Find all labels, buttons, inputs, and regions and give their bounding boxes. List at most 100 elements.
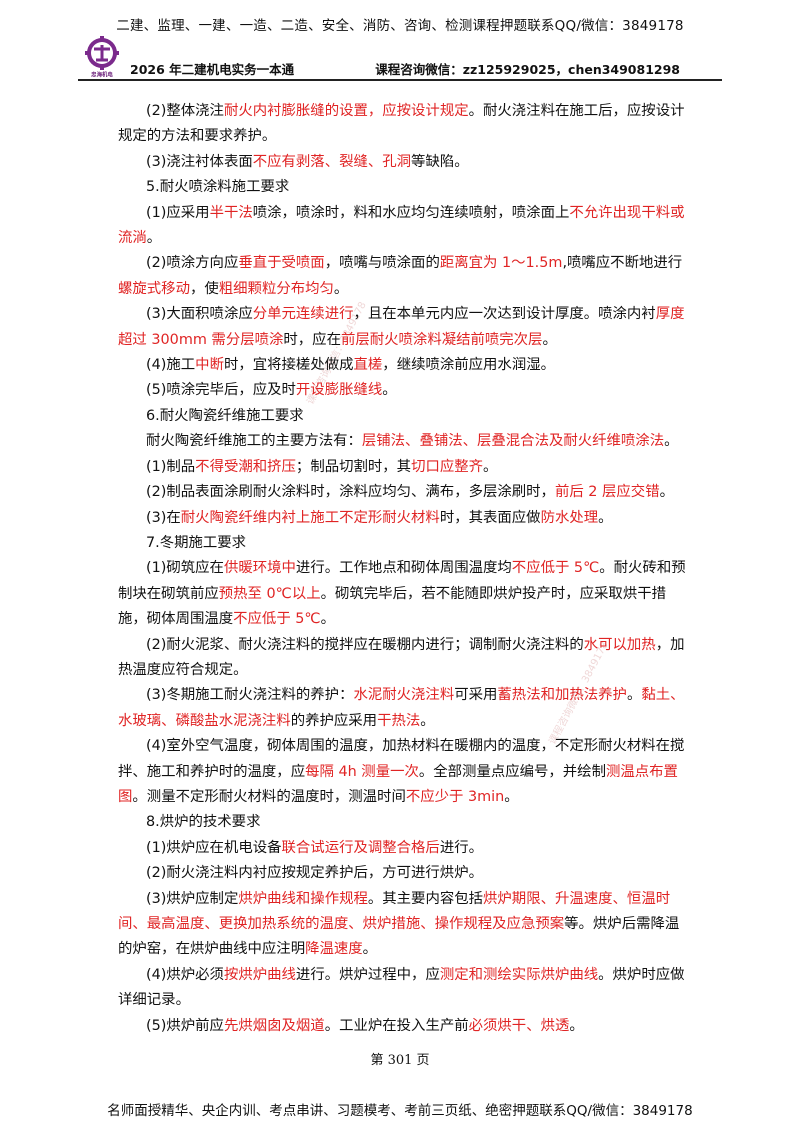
highlighted-text: 厚度超过 300mm 需分层喷涂 — [118, 306, 685, 348]
body-text: 进行。工作地点和砌体周围温度均 — [295, 560, 512, 577]
highlighted-text: 直槎 — [353, 357, 383, 374]
body-text: ；制品切割时，其 — [295, 458, 412, 475]
highlighted-text: 每隔 4h 测量一次 — [305, 763, 419, 780]
highlighted-text: 不允许出现干料或流淌 — [118, 204, 685, 247]
paragraph: (1)烘炉应在机电设备联合试运行及调整合格后进行。 — [118, 836, 686, 861]
body-text: (2)制品表面涂刷耐火涂料时，涂料应均匀、满布，多层涂刷时， — [146, 484, 555, 501]
highlighted-text: 测定和测绘实际烘炉曲线 — [439, 966, 599, 983]
paragraph: (1)应采用半干法喷涂，喷涂时，料和水应均匀连续喷射，喷涂面上不允许出现干料或流… — [118, 201, 686, 252]
body-text: 喷涂，喷涂时，料和水应均匀连续喷射，喷涂面上 — [252, 204, 570, 221]
body-text: (3)在 — [146, 509, 181, 526]
body-text: 。 — [420, 712, 435, 729]
body-text: 。 — [659, 484, 674, 501]
body-text: 耐火陶瓷纤维施工的主要方法有： — [146, 433, 362, 450]
body-text: (1)砌筑应在 — [146, 560, 224, 577]
contact-info: 课程咨询微信：zz125929025，chen349081298 — [375, 62, 680, 77]
body-text: (4)施工 — [146, 357, 196, 374]
highlighted-text: 烘炉期限、升温速度、恒温时间、最高温度、更换加热系统的温度、烘炉措施、操作规程及… — [118, 890, 671, 932]
highlighted-text: 耐火内衬膨胀缝的设置，应按设计规定 — [223, 103, 469, 119]
body-text: 。砌筑完毕后，若不能随即烘炉投产时，应采取烘干措施，砌体周围温度 — [118, 585, 666, 628]
paragraph: (2)整体浇注耐火内衬膨胀缝的设置，应按设计规定。耐火浇注料在施工后，应按设计规… — [118, 99, 686, 150]
paragraph: 耐火陶瓷纤维施工的主要方法有：层铺法、叠铺法、层叠混合法及耐火纤维喷涂法。 — [118, 429, 686, 454]
highlighted-text: 前层耐火喷涂料凝结前喷完次层 — [340, 331, 543, 348]
body-text: 。 — [569, 1017, 584, 1034]
body-text: (1)烘炉应在机电设备 — [146, 839, 282, 856]
highlighted-text: 供暖环境中 — [223, 560, 296, 577]
footer-banner: 名师面授精华、央企内训、考点串讲、习题模考、考前三页纸、绝密押题联系QQ/微信：… — [107, 1103, 693, 1119]
highlighted-text: 水可以加热 — [583, 636, 656, 653]
body-text: 。 — [598, 509, 613, 526]
body-text: 。耐火浇注料在施工后，应按设计规定的方法和要求养护。 — [118, 103, 685, 145]
body-text: 进行。烘炉过程中，应 — [295, 966, 440, 983]
body-text: 。 — [320, 611, 336, 628]
paragraph: 8.烘炉的技术要求 — [118, 810, 686, 835]
highlighted-text: 预热至 0℃以上 — [218, 585, 321, 602]
highlighted-text: 不应低于 5℃ — [511, 560, 600, 577]
paragraph: (5)烘炉前应先烘烟囱及烟道。工业炉在投入生产前必须烘干、烘透。 — [118, 1014, 686, 1039]
body-text: (3)浇注衬体表面 — [146, 153, 253, 170]
highlighted-text: 按烘炉曲线 — [223, 966, 296, 983]
body-text: (2)耐火浇注料内衬应按规定养护后，方可进行烘炉。 — [146, 865, 483, 882]
body-text: 。全部测量点应编号，并绘制 — [418, 763, 606, 780]
paragraph: (2)制品表面涂刷耐火涂料时，涂料应均匀、满布，多层涂刷时，前后 2 层应交错。 — [118, 480, 686, 505]
body-text: 。 — [626, 687, 642, 704]
paragraph: (4)室外空气温度，砌体周围的温度，加热材料在暖棚内的温度，不定形耐火材料在搅拌… — [118, 734, 686, 810]
highlighted-text: 耐火陶瓷纤维内衬上施工不定形耐火材料 — [180, 509, 440, 526]
body-text: 。 — [664, 433, 679, 450]
body-text: 。 — [146, 230, 162, 247]
paragraph: (1)制品不得受潮和挤压；制品切割时，其切口应整齐。 — [118, 455, 686, 480]
highlighted-text: 联合试运行及调整合格后 — [281, 839, 440, 856]
body-text: 。 — [333, 280, 349, 297]
header-divider — [78, 79, 722, 81]
body-text: 可采用 — [454, 687, 498, 704]
document-body: (2)整体浇注耐火内衬膨胀缝的设置，应按设计规定。耐火浇注料在施工后，应按设计规… — [118, 99, 686, 1039]
body-text: (4)室外空气温度，砌体周围的温度，加热材料在暖棚内的温度，不定形耐火材料在搅拌… — [118, 738, 685, 780]
paragraph: (3)大面积喷涂应分单元连续进行，且在本单元内应一次达到设计厚度。喷涂内衬厚度超… — [118, 302, 686, 353]
body-text: 8.烘炉的技术要求 — [146, 814, 261, 831]
body-text: 6.耐火陶瓷纤维施工要求 — [146, 407, 304, 424]
body-text: ，且在本单元内应一次达到设计厚度。喷涂内衬 — [353, 306, 656, 323]
page-number: 第 301 页 — [370, 1053, 430, 1068]
paragraph: (2)喷涂方向应垂直于受喷面，喷嘴与喷涂面的距离宜为 1～1.5m,喷嘴应不断地… — [118, 251, 686, 302]
paragraph: 5.耐火喷涂料施工要求 — [118, 175, 686, 200]
body-text: 。 — [504, 788, 519, 805]
highlighted-text: 中断 — [195, 357, 224, 374]
body-text: 。 — [362, 941, 378, 958]
body-text: 7.冬期施工要求 — [146, 534, 247, 551]
body-text: ，使 — [189, 280, 219, 297]
document-title: 2026 年二建机电实务一本通 — [130, 62, 295, 77]
body-text: ，喷嘴与喷涂面的 — [324, 255, 440, 272]
logo-text: 忠海机电 — [91, 72, 113, 79]
highlighted-text: 不应低于 5℃ — [233, 611, 321, 628]
body-text: 时，应在 — [283, 331, 341, 348]
body-text: 等缺陷。 — [411, 153, 469, 170]
body-text: (5)烘炉前应 — [146, 1017, 224, 1034]
highlighted-text: 开设膨胀缝线 — [295, 382, 383, 399]
paragraph: (3)浇注衬体表面不应有剥落、裂缝、孔洞等缺陷。 — [118, 150, 686, 175]
highlighted-text: 分单元连续进行 — [252, 306, 354, 323]
highlighted-text: 螺旋式移动 — [118, 280, 190, 297]
paragraph: (2)耐火浇注料内衬应按规定养护后，方可进行烘炉。 — [118, 861, 686, 886]
body-text: 。 — [483, 458, 498, 475]
highlighted-text: 半干法 — [209, 204, 253, 221]
body-text: (4)烘炉必须 — [146, 966, 224, 983]
highlighted-text: 不得受潮和挤压 — [195, 458, 296, 475]
body-text: 。其主要内容包括 — [367, 890, 484, 907]
body-text: (1)应采用 — [146, 204, 210, 221]
body-text: 。工业炉在投入生产前 — [324, 1017, 469, 1034]
highlighted-text: 水泥耐火浇注料 — [353, 687, 455, 704]
highlighted-text: 防水处理 — [540, 509, 599, 526]
highlighted-text: 蓄热法和加热法养护 — [497, 687, 627, 704]
highlighted-text: 必须烘干、烘透 — [468, 1017, 570, 1034]
paragraph: (3)冬期施工耐火浇注料的养护：水泥耐火浇注料可采用蓄热法和加热法养护。黏土、水… — [118, 683, 686, 734]
body-text: 。 — [542, 331, 557, 348]
highlighted-text: 干热法 — [377, 712, 421, 729]
body-text: 进行。 — [439, 839, 484, 856]
body-text: (2)耐火泥浆、耐火浇注料的搅拌应在暖棚内进行；调制耐火浇注料的 — [146, 636, 584, 653]
body-text: (3)烘炉应制定 — [146, 890, 239, 907]
body-text: 。耐火砖和预制块在砌筑前应 — [118, 560, 686, 602]
body-text: (2)喷涂方向应 — [146, 255, 239, 272]
highlighted-text: 距离宜为 1～1.5m — [439, 255, 563, 272]
highlighted-text: 不应有剥落、裂缝、孔洞 — [252, 153, 412, 170]
body-text: ,喷嘴应不断地进行 — [562, 255, 683, 272]
